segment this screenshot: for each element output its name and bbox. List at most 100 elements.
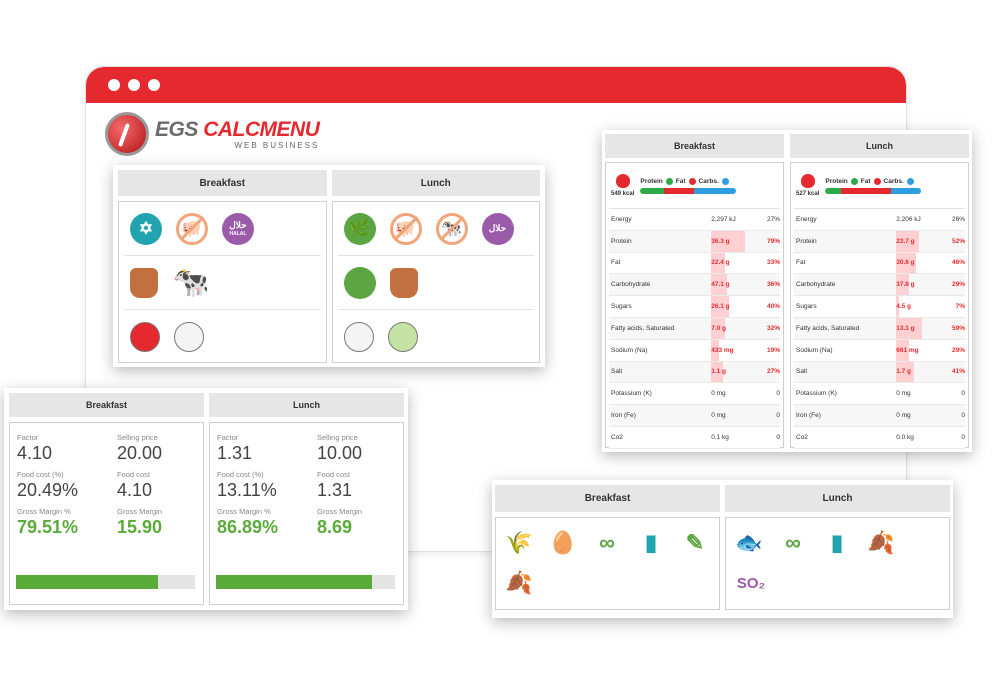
- legend-carbs: Carbs.: [698, 177, 719, 185]
- nutrient-row: Sugars 4.5 g 7%: [794, 296, 965, 318]
- nutrient-level-bar: [711, 339, 720, 361]
- column-header: Breakfast: [605, 134, 784, 158]
- macro-split-bar: [640, 187, 737, 194]
- nutrient-label: Sugars: [611, 303, 632, 311]
- nutrient-percent: 29%: [951, 281, 965, 289]
- window-control-dot[interactable]: [148, 79, 160, 91]
- color-indicator-circle: [174, 322, 204, 352]
- nutrient-label: Salt: [796, 368, 808, 376]
- gross-margin-progress-fill: [216, 575, 372, 589]
- sack-icon: [389, 267, 418, 298]
- gross-margin-pct-label: Gross Margin %: [217, 507, 271, 516]
- nutrient-level-bar: [896, 274, 909, 296]
- column-header: Breakfast: [9, 393, 204, 417]
- carbs-dot: [721, 177, 729, 185]
- nutrient-row: Sugars 26.1 g 40%: [609, 296, 780, 318]
- nutrient-percent: 41%: [951, 368, 965, 376]
- gross-margin-label: Gross Margin: [317, 507, 363, 516]
- nutrient-level-bar: [711, 317, 726, 339]
- cost-card: Breakfast Factor 4.10 Selling price 20.00 …: [4, 388, 408, 610]
- selling-price-label: Selling price: [117, 433, 158, 442]
- kcal-value: 549 kcal: [611, 191, 635, 197]
- fish-icon: 🐟: [735, 530, 763, 555]
- nutrient-level-bar: [711, 252, 726, 274]
- gluten-icon: 🌾: [505, 530, 533, 555]
- nutrient-percent: 19%: [766, 346, 780, 354]
- factor-label: Factor: [217, 433, 239, 442]
- sack-icon: [130, 267, 158, 298]
- nutrient-label: Sodium (Na): [796, 346, 833, 354]
- macro-protein-segment: [825, 187, 841, 194]
- nutrient-level-bar: [896, 296, 900, 317]
- halal-icon: حلال: [481, 212, 514, 245]
- nutrient-label: Fatty acids, Saturated: [611, 324, 675, 332]
- nutrient-row: Fat 22.4 g 33%: [609, 252, 780, 275]
- nutrient-label: Protein: [796, 237, 817, 245]
- nutrient-row: Protein 23.7 g 52%: [794, 230, 965, 253]
- selling-price-value: 20.00: [117, 443, 163, 463]
- nutrient-label: Energy: [796, 215, 817, 223]
- milk-icon: ▮: [644, 530, 658, 555]
- window-control-dot[interactable]: [128, 79, 140, 91]
- nutrient-row: Salt 1.1 g 27%: [609, 361, 780, 384]
- nutrient-row: Iron (Fe) 0 mg 0: [609, 405, 780, 427]
- nutrient-label: Co2: [796, 433, 808, 441]
- nutrient-level-bar: [896, 230, 919, 252]
- nutrient-percent: 79%: [766, 237, 780, 245]
- gross-margin-pct-label: Gross Margin %: [17, 507, 71, 516]
- nutrient-level-bar: [896, 252, 917, 274]
- nutrient-label: Iron (Fe): [611, 412, 636, 420]
- nutrient-value: 0 mg: [896, 412, 911, 420]
- nutrient-value: 661 mg: [896, 346, 919, 354]
- column-header: Lunch: [331, 170, 540, 196]
- food-cost-pct-value: 20.49%: [17, 480, 79, 500]
- egg-icon: 🥚: [549, 530, 577, 555]
- diet-column-lunch: Lunch 🌿 🐖 🐄 حلال: [331, 170, 540, 363]
- nutrient-row: Protein 36.3 g 79%: [609, 230, 780, 253]
- protein-dot: [850, 177, 858, 185]
- nutrient-row: Energy 2,206 kJ 26%: [794, 209, 965, 231]
- vegetarian-icon: 🌿: [343, 212, 376, 245]
- nutrient-label: Sugars: [796, 303, 817, 311]
- nutrient-percent: 32%: [766, 324, 780, 332]
- nutrient-percent: 46%: [951, 259, 965, 267]
- nutrient-percent: 7%: [955, 303, 965, 311]
- logo-text-part2: CALCMENU: [203, 117, 320, 141]
- macro-carbs-segment: [694, 187, 737, 194]
- nutrient-value: 7.0 g: [711, 324, 727, 332]
- nutrient-row: Co2 0.1 kg 0: [609, 426, 780, 449]
- gross-margin-pct-value: 86.89%: [217, 517, 279, 537]
- legend-fat: Fat: [675, 177, 686, 185]
- nutrition-column: Lunch 527 kcal Protein Fat Carbs.: [790, 134, 969, 449]
- soy-icon: ∞: [599, 530, 615, 555]
- nutrient-row: Sodium (Na) 661 mg 29%: [794, 339, 965, 362]
- nutrient-level-bar: [711, 230, 746, 252]
- nutrient-row: Carbohydrate 37.8 g 29%: [794, 274, 965, 297]
- legend-fat: Fat: [860, 177, 871, 185]
- window-control-dot[interactable]: [108, 79, 120, 91]
- gross-margin-progress-bar: [216, 575, 395, 589]
- nutrition-summary: 549 kcal Protein Fat Carbs.: [609, 163, 780, 209]
- nutrient-label: Potassium (K): [796, 390, 837, 398]
- nutrient-row: Iron (Fe) 0 mg 0: [794, 405, 965, 427]
- logo-tagline: WEB BUSINESS: [234, 140, 320, 150]
- nutrient-label: Carbohydrate: [796, 281, 836, 289]
- nutrient-row: Energy 2,297 kJ 27%: [609, 209, 780, 231]
- nutrient-row: Co2 0.0 kg 0: [794, 426, 965, 449]
- nutrient-percent: 59%: [951, 324, 965, 332]
- nutrient-value: 30.6 g: [896, 259, 915, 267]
- no-pork-icon: 🐖: [176, 212, 208, 245]
- legend-carbs: Carbs.: [883, 177, 904, 185]
- color-indicator-circle: [387, 322, 418, 352]
- nutrient-value: 2,297 kJ: [711, 215, 736, 223]
- nutrient-percent: 27%: [766, 368, 780, 376]
- logo-icon: [105, 112, 149, 156]
- gross-margin-progress-bar: [16, 575, 195, 589]
- browser-title-bar: [86, 67, 906, 103]
- column-header: Breakfast: [495, 485, 720, 512]
- nutrient-row: Fatty acids, Saturated 13.1 g 59%: [794, 317, 965, 340]
- nutrient-label: Fat: [796, 259, 806, 267]
- nutrient-percent: 36%: [766, 281, 780, 289]
- cost-column: Lunch Factor 1.31 Selling price 10.00 Food…: [209, 393, 404, 605]
- nutrient-label: Iron (Fe): [796, 412, 821, 420]
